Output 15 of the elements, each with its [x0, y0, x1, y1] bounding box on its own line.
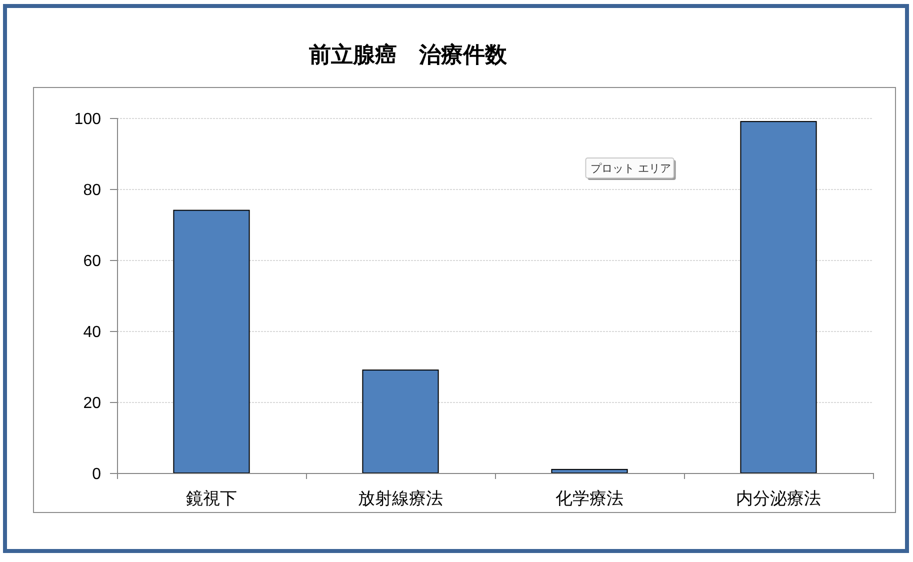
y-tick-label: 60: [83, 253, 102, 270]
x-tick-label: 放射線療法: [358, 489, 443, 508]
y-tick-label: 20: [83, 395, 102, 412]
bar: [740, 121, 817, 474]
chart-title: 前立腺癌 治療件数: [308, 42, 508, 67]
x-tick-label: 内分泌療法: [736, 489, 821, 508]
x-tick-label: 鏡視下: [186, 489, 237, 508]
x-tick-label: 化学療法: [556, 489, 624, 508]
y-tick-label: 0: [92, 466, 102, 483]
bar: [173, 210, 250, 474]
y-tick-label: 100: [74, 111, 102, 128]
y-tick-label: 40: [83, 324, 102, 341]
annotation: プロット エリア: [590, 162, 671, 175]
y-tick-label: 80: [83, 182, 102, 199]
bar: [362, 370, 439, 474]
